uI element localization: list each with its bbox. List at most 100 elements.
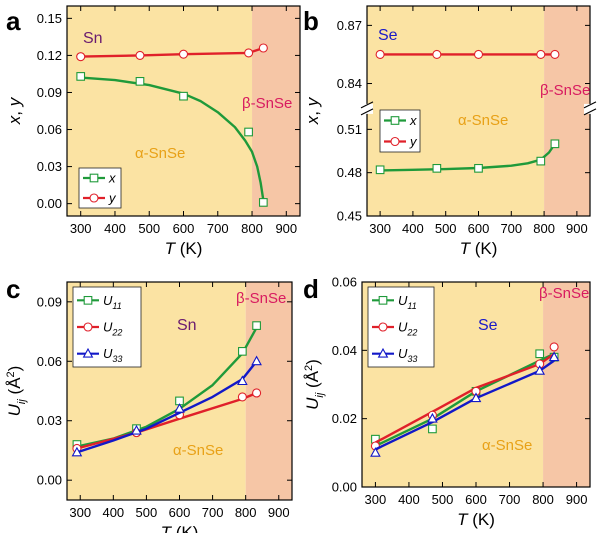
legend-label: x <box>409 113 417 128</box>
data-point <box>76 52 86 62</box>
legend-marker <box>89 193 99 203</box>
legend: U11 U22 U33 <box>72 286 142 368</box>
legend-box <box>78 167 122 209</box>
x-tick-label: 300 <box>69 505 91 520</box>
panel-a: 300 400 500 600 700 800 900 0.00 0.03 0.06 0.09 0.1… <box>5 5 301 258</box>
data-point <box>535 349 545 359</box>
panel-b: 300 400 500 600 700 800 900 0.84 0.87 0.45 0.48 0.5… <box>303 5 597 258</box>
data-point <box>375 165 385 175</box>
element-label: Sn <box>177 317 197 334</box>
data-point <box>550 49 560 60</box>
x-tick-label: 400 <box>402 221 424 236</box>
legend-label: U33 <box>103 346 122 364</box>
legend-label: U22 <box>398 320 417 338</box>
data-point <box>131 424 142 435</box>
data-point <box>536 156 546 166</box>
legend-marker <box>378 322 388 332</box>
y-tick-label: 0.87 <box>337 18 362 33</box>
y-tick-label: 0.00 <box>332 480 357 495</box>
panel-letter: c <box>6 274 20 304</box>
data-point <box>370 447 381 457</box>
data-point <box>244 127 253 137</box>
x-tick-label: 600 <box>173 221 195 236</box>
legend-marker <box>83 295 93 305</box>
legend: xy <box>78 167 122 209</box>
x-tick-label: 700 <box>499 492 521 507</box>
data-point <box>252 321 261 330</box>
alpha-phase-label: α-SnSe <box>482 437 532 454</box>
x-tick-label: 900 <box>566 221 588 236</box>
data-point <box>76 72 86 81</box>
data-point <box>174 403 185 413</box>
x-tick-label: 500 <box>138 221 160 236</box>
x-tick-label: 500 <box>136 505 158 520</box>
series-u33 <box>71 355 262 457</box>
data-point <box>258 198 268 207</box>
y-tick-label: 0.51 <box>337 122 362 137</box>
axis-break-mark <box>583 101 597 109</box>
x-tick-label: 400 <box>104 221 126 236</box>
data-point <box>251 355 262 366</box>
y-tick-label: 0.06 <box>332 275 357 290</box>
data-point <box>473 49 484 60</box>
beta-phase-region <box>544 6 590 216</box>
data-point <box>135 77 145 86</box>
x-axis-title: T (K) <box>161 523 199 533</box>
data-point <box>428 424 437 434</box>
data-point <box>536 49 546 60</box>
series-u33 <box>370 351 560 457</box>
element-label: Se <box>378 27 398 44</box>
x-tick-label: 800 <box>533 221 555 236</box>
x-tick-label: 700 <box>207 221 229 236</box>
beta-phase-label: β-SnSe <box>540 82 590 99</box>
beta-phase-label: β-SnSe <box>539 285 589 302</box>
data-point <box>474 163 483 173</box>
data-point <box>550 139 560 149</box>
data-point <box>135 50 145 60</box>
y-tick-label: 0.15 <box>37 11 62 26</box>
x-tick-label: 800 <box>241 221 263 236</box>
legend-marker <box>82 347 94 358</box>
data-point <box>534 365 546 375</box>
alpha-phase-label: α-SnSe <box>458 112 508 129</box>
data-point <box>244 48 254 58</box>
data-point <box>432 163 442 173</box>
legend-item-u33: U33 <box>372 346 417 364</box>
x-tick-label: 800 <box>532 492 554 507</box>
legend-item-u22: U22 <box>372 320 417 338</box>
series-x <box>76 72 268 207</box>
y-tick-label: 0.03 <box>37 413 62 428</box>
y-tick-label: 0.48 <box>337 165 362 180</box>
alpha-phase-label: α-SnSe <box>173 442 223 459</box>
series-x <box>375 139 560 175</box>
legend: U11 U22 U33 <box>367 286 435 368</box>
x-tick-label: 900 <box>566 492 588 507</box>
element-label: Sn <box>83 30 103 47</box>
legend-marker <box>390 116 400 125</box>
data-point <box>237 375 248 386</box>
x-tick-label: 600 <box>468 221 490 236</box>
legend-box <box>379 109 421 153</box>
x-tick-label: 400 <box>398 492 420 507</box>
legend-marker <box>83 322 93 332</box>
data-point <box>432 49 442 60</box>
legend-marker <box>378 295 388 305</box>
axis-break-mark <box>360 101 374 109</box>
x-tick-label: 900 <box>275 221 297 236</box>
panel-c: 300 400 500 600 700 800 900 0.00 0.03 0.06 0.09 c Sn… <box>5 274 293 533</box>
y-tick-label: 0.02 <box>332 411 357 426</box>
panel-letter: d <box>303 274 319 304</box>
fit-line-x <box>380 143 556 172</box>
legend-label: U22 <box>103 320 122 338</box>
data-point <box>178 49 189 59</box>
legend-label: y <box>409 134 418 149</box>
x-tick-label: 600 <box>465 492 487 507</box>
x-axis-title: T (K) <box>165 239 203 258</box>
y-tick-label: 0.45 <box>337 209 362 224</box>
legend-label: x <box>108 171 116 186</box>
y-axis-title: Uij (Å2) <box>5 366 28 417</box>
x-tick-label: 500 <box>435 221 457 236</box>
y-tick-label: 0.00 <box>37 473 62 488</box>
x-tick-label: 500 <box>432 492 454 507</box>
